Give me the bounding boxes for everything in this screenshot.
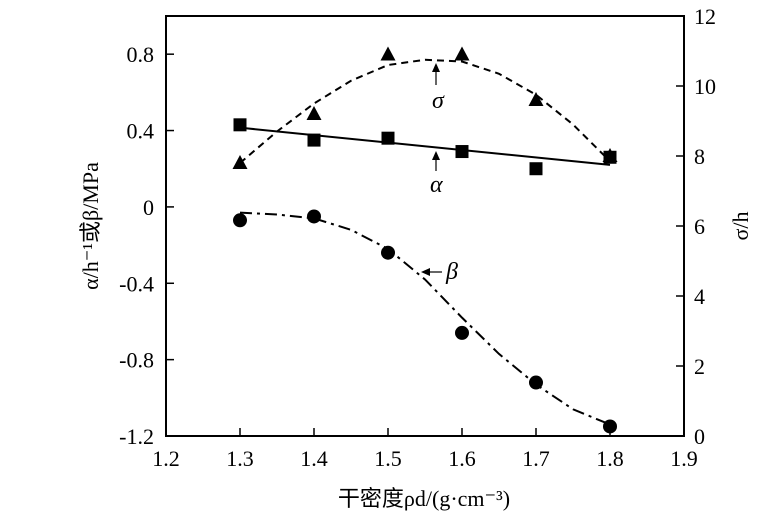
data-point-triangle [454, 46, 470, 61]
y-left-tick-label: 0 [143, 195, 154, 220]
data-point-circle [307, 209, 321, 224]
y-right-tick-label: 6 [694, 214, 705, 239]
fit-line-2 [239, 211, 611, 426]
data-point-square [307, 133, 321, 147]
sigma-arrow-head [432, 63, 440, 72]
fit-line-1 [239, 58, 611, 164]
alpha-arrow-head [432, 151, 440, 160]
series-label-alpha: α [430, 172, 443, 198]
y-right-tick-label: 12 [694, 4, 716, 29]
y-right-tick-label: 4 [694, 284, 705, 309]
data-point-triangle [528, 92, 544, 106]
fit-lines [239, 58, 611, 426]
y-left-tick-label: -0.4 [119, 271, 154, 296]
y-left-tick-label: -1.2 [119, 424, 154, 449]
data-point-triangle [306, 106, 322, 120]
x-tick-label: 1.5 [374, 446, 402, 471]
x-axis-label: 干密度ρd/(g·cm⁻³) [338, 486, 510, 511]
data-point-triangle [602, 148, 618, 162]
x-tick-label: 1.4 [300, 446, 328, 471]
y-axis-label-left: α/h⁻¹或β/MPa [78, 162, 103, 290]
ticks: 1.2 1.3 1.4 1.5 1.6 1.7 1.8 1.9 -1.2 -0.8 -0.4 0 0.4… [119, 4, 716, 471]
beta-arrow-head [421, 268, 430, 276]
x-tick-label: 1.2 [152, 446, 180, 471]
x-tick-label: 1.6 [448, 446, 476, 471]
data-point-triangle [380, 46, 396, 61]
y-left-tick-label: -0.8 [119, 348, 154, 373]
y-right-tick-label: 8 [694, 144, 705, 169]
y-left-tick-label: 0.4 [127, 119, 155, 144]
x-tick-label: 1.3 [226, 446, 254, 471]
series-label-sigma: σ [432, 88, 445, 114]
series-label-beta: β [445, 259, 458, 285]
data-point-circle [455, 325, 469, 340]
y-axis-label-right: σ/h [728, 212, 753, 241]
data-point-square [233, 118, 247, 132]
data-point-square [529, 162, 543, 176]
data-point-circle [233, 213, 247, 228]
y-right-tick-label: 0 [694, 424, 705, 449]
y-right-tick-label: 10 [694, 74, 716, 99]
y-left-tick-label: 0.8 [127, 42, 155, 67]
fit-line-0 [239, 126, 611, 166]
data-markers [232, 46, 618, 434]
data-point-circle [529, 375, 543, 390]
data-point-square [381, 131, 395, 145]
x-tick-label: 1.8 [596, 446, 624, 471]
data-point-circle [381, 245, 395, 260]
data-point-square [455, 145, 469, 159]
y-right-tick-label: 2 [694, 354, 705, 379]
data-point-triangle [232, 155, 248, 169]
data-point-circle [603, 419, 617, 434]
x-tick-label: 1.9 [670, 446, 698, 471]
x-tick-label: 1.7 [522, 446, 550, 471]
